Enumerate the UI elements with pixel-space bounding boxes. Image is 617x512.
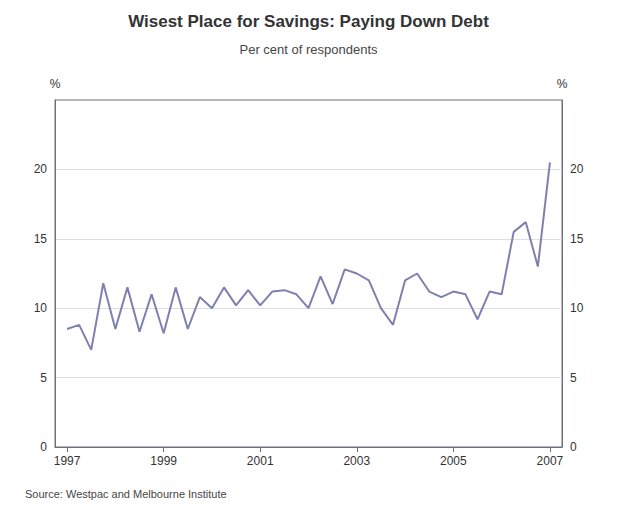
svg-text:Wisest Place for Savings: Payi: Wisest Place for Savings: Paying Down De…	[128, 12, 489, 31]
svg-text:%: %	[557, 77, 568, 91]
svg-text:Per cent of respondents: Per cent of respondents	[239, 42, 378, 57]
svg-text:2003: 2003	[343, 454, 370, 468]
svg-text:1997: 1997	[54, 454, 81, 468]
svg-text:2007: 2007	[537, 454, 564, 468]
svg-text:10: 10	[570, 301, 584, 315]
svg-text:5: 5	[570, 371, 577, 385]
svg-text:10: 10	[34, 301, 48, 315]
svg-text:20: 20	[34, 162, 48, 176]
svg-text:15: 15	[570, 232, 584, 246]
svg-text:2005: 2005	[440, 454, 467, 468]
svg-text:0: 0	[570, 440, 577, 454]
svg-text:2001: 2001	[247, 454, 274, 468]
svg-text:1999: 1999	[150, 454, 177, 468]
svg-text:15: 15	[34, 232, 48, 246]
svg-text:20: 20	[570, 162, 584, 176]
svg-text:5: 5	[40, 371, 47, 385]
svg-text:Source: Westpac and Melbourne: Source: Westpac and Melbourne Institute	[25, 488, 227, 500]
svg-text:0: 0	[40, 440, 47, 454]
svg-text:%: %	[50, 77, 61, 91]
